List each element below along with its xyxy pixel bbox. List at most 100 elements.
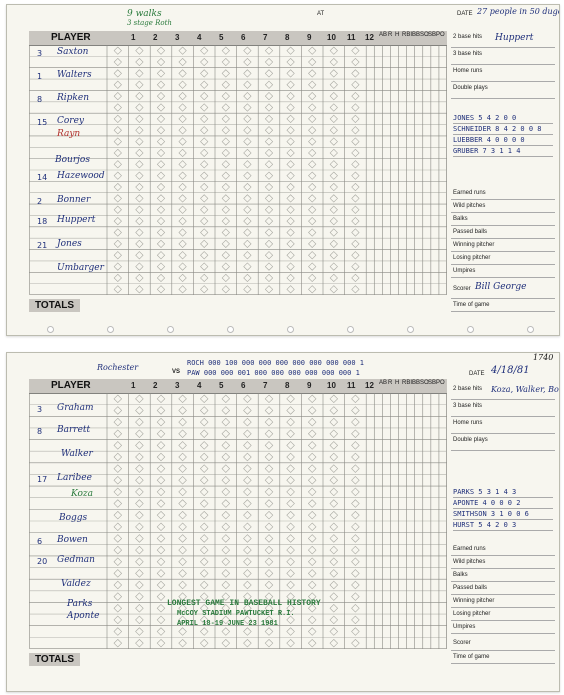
totals-label: TOTALS	[29, 653, 81, 666]
player-name: Valdez	[61, 579, 91, 589]
player-number: 20	[37, 557, 48, 566]
player-name: Bowen	[57, 535, 88, 545]
player-number: 3	[37, 405, 43, 414]
stat-label: PO	[436, 380, 445, 386]
summary-label: 2 base hits	[453, 386, 483, 392]
summary-label: Scorer	[453, 286, 471, 292]
pitching-line: LUEBBER 4 0 0 0 0	[453, 135, 553, 146]
pitching-line: SCHNEIDER 8 4 2 0 0 8	[453, 124, 553, 135]
line-score: PAW 000 000 001 000 000 000 000 000 000 …	[187, 369, 360, 377]
inning-label: 12	[365, 381, 374, 390]
at-label: AT	[317, 11, 325, 17]
inning-label: 9	[307, 381, 312, 390]
player-name: Bonner	[57, 195, 91, 205]
scoring-grid	[29, 45, 447, 295]
player-number: 1	[37, 72, 43, 81]
stat-label: SB	[428, 380, 437, 386]
player-name: Laribee	[57, 473, 92, 483]
stat-label: R	[388, 380, 393, 386]
summary-label: Passed balls	[453, 585, 488, 591]
game-stamp: McCOY STADIUM PAWTUCKET R.I.	[177, 610, 295, 618]
grid-lines	[29, 393, 447, 649]
inning-label: 11	[347, 33, 356, 42]
player-number: 18	[37, 217, 48, 226]
grid-lines	[29, 45, 447, 295]
inning-label: 2	[153, 33, 158, 42]
summary-panel-lower: Earned runs Wild pitches Balks Passed ba…	[451, 543, 555, 664]
stat-label: SO	[420, 380, 429, 386]
date-label: DATE	[469, 371, 485, 377]
summary-value: Koza, Walker, Boggs	[491, 385, 559, 394]
summary-label: Double plays	[453, 85, 488, 91]
summary-label: Winning pitcher	[453, 242, 495, 248]
inning-label: 7	[263, 33, 268, 42]
player-name: Boggs	[59, 513, 88, 523]
summary-label: 2 base hits	[453, 34, 483, 40]
player-name: Walters	[57, 70, 92, 80]
summary-label: 3 base hits	[453, 51, 483, 57]
inning-label: 5	[219, 33, 224, 42]
summary-panel-lower: Earned runs Wild pitches Balks Passed ba…	[451, 187, 555, 312]
stat-label: AB	[379, 32, 388, 38]
summary-label: Wild pitches	[453, 203, 486, 209]
stat-label: R	[388, 32, 393, 38]
summary-label: Balks	[453, 216, 468, 222]
summary-panel: 2 base hits Huppert 3 base hits Home runs…	[451, 31, 555, 99]
stat-label: RBI	[402, 32, 413, 38]
stat-label: RBI	[402, 380, 413, 386]
summary-label: Double plays	[453, 437, 488, 443]
inning-label: 6	[241, 381, 246, 390]
inning-label: 1	[131, 381, 136, 390]
stat-label: H	[395, 380, 400, 386]
summary-label: Earned runs	[453, 546, 486, 552]
summary-label: Scorer	[453, 640, 471, 646]
player-name: Jones	[57, 239, 82, 249]
summary-label: Time of game	[453, 302, 490, 308]
player-number: 6	[37, 537, 43, 546]
summary-label: Home runs	[453, 68, 483, 74]
scorecard-sheet-bottom: Rochester VS ROCH 000 100 000 000 000 00…	[6, 352, 560, 692]
player-name: Corey	[57, 116, 85, 126]
inning-label: 3	[175, 33, 180, 42]
player-number: 15	[37, 118, 48, 127]
player-name: Graham	[57, 403, 94, 413]
totals-label: TOTALS	[29, 299, 81, 312]
player-name: Parks	[67, 599, 93, 609]
summary-label: Losing pitcher	[453, 255, 491, 261]
player-name: Gedman	[57, 555, 95, 565]
inning-label: 1	[131, 33, 136, 42]
pitching-line: SMITHSON 3 1 0 0 6	[453, 509, 553, 520]
summary-label: Wild pitches	[453, 559, 486, 565]
scorecard-sheet-top: 9 walks 3 stage Roth AT DATE 27 people i…	[6, 4, 560, 336]
summary-label: Umpires	[453, 624, 476, 630]
inning-label: 10	[327, 33, 336, 42]
player-number: 3	[37, 49, 43, 58]
inning-label: 12	[365, 33, 374, 42]
line-score: ROCH 000 100 000 000 000 000 000 000 000…	[187, 359, 365, 367]
binder-holes	[7, 326, 559, 335]
player-name: Saxton	[57, 47, 89, 57]
inning-label: 3	[175, 381, 180, 390]
stat-label: AB	[379, 380, 388, 386]
inning-label: 2	[153, 381, 158, 390]
player-name: Rayn	[57, 129, 81, 139]
player-number: 2	[37, 197, 43, 206]
inning-label: 4	[197, 381, 202, 390]
inning-label: 8	[285, 381, 290, 390]
player-number: 8	[37, 95, 43, 104]
inning-label: 7	[263, 381, 268, 390]
stat-label: SO	[420, 32, 429, 38]
date-note: 27 people in 50 dugout	[477, 7, 559, 16]
stat-label: BB	[412, 380, 421, 386]
inning-label: 8	[285, 33, 290, 42]
game-stamp: LONGEST GAME IN BASEBALL HISTORY	[167, 599, 321, 608]
summary-label: Time of game	[453, 654, 490, 660]
summary-panel: 2 base hits Koza, Walker, Boggs 3 base hi…	[451, 383, 559, 451]
player-number: 8	[37, 427, 43, 436]
team-name: Rochester	[97, 363, 139, 372]
pitching-line: HURST 5 4 2 0 3	[453, 520, 553, 531]
pitching-line: JONES 5 4 2 0 0	[453, 113, 553, 124]
inning-label: 4	[197, 33, 202, 42]
summary-label: Home runs	[453, 420, 483, 426]
game-stamp: APRIL 18-19 JUNE 23 1981	[177, 620, 278, 628]
